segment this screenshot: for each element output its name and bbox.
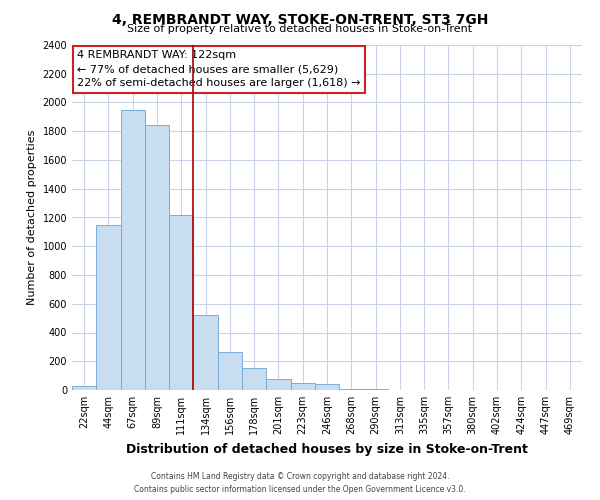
Bar	[266, 378, 290, 390]
Bar	[242, 368, 266, 390]
Y-axis label: Number of detached properties: Number of detached properties	[27, 130, 37, 305]
Bar	[72, 386, 96, 390]
Bar	[169, 214, 193, 390]
Bar	[96, 224, 121, 390]
Text: Contains HM Land Registry data © Crown copyright and database right 2024.
Contai: Contains HM Land Registry data © Crown c…	[134, 472, 466, 494]
Bar	[290, 383, 315, 390]
Bar	[121, 110, 145, 390]
Text: 4 REMBRANDT WAY: 122sqm
← 77% of detached houses are smaller (5,629)
22% of semi: 4 REMBRANDT WAY: 122sqm ← 77% of detache…	[77, 50, 361, 88]
Text: 4, REMBRANDT WAY, STOKE-ON-TRENT, ST3 7GH: 4, REMBRANDT WAY, STOKE-ON-TRENT, ST3 7G…	[112, 12, 488, 26]
Bar	[339, 388, 364, 390]
Bar	[218, 352, 242, 390]
X-axis label: Distribution of detached houses by size in Stoke-on-Trent: Distribution of detached houses by size …	[126, 442, 528, 456]
Text: Size of property relative to detached houses in Stoke-on-Trent: Size of property relative to detached ho…	[127, 24, 473, 34]
Bar	[145, 126, 169, 390]
Bar	[193, 316, 218, 390]
Bar	[315, 384, 339, 390]
